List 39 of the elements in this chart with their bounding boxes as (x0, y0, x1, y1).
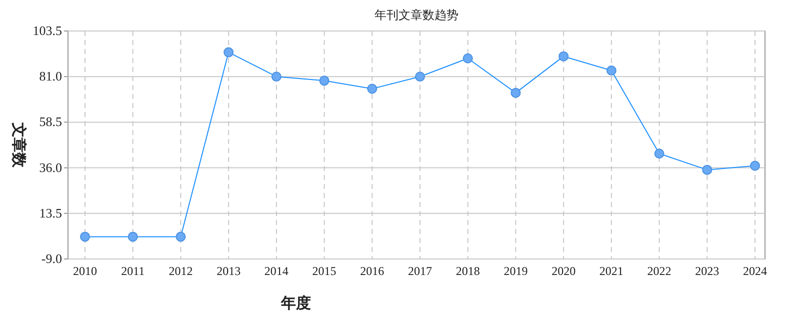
point (128, 232, 138, 242)
point (415, 72, 425, 82)
x-tick-label: 2012 (168, 264, 193, 278)
point (510, 88, 521, 98)
chart-title: 年刊文章数趋势 (374, 8, 458, 22)
point (80, 232, 90, 242)
x-tick-label: 2021 (599, 264, 624, 278)
point (224, 47, 234, 58)
x-tick-label: 2024 (743, 264, 767, 278)
x-tick-label: 2015 (312, 264, 336, 278)
point (606, 66, 616, 76)
x-tick-label: 2019 (504, 264, 528, 278)
point (654, 148, 664, 159)
x-tick-label: 2011 (121, 264, 145, 278)
x-tick-label: 2022 (647, 264, 672, 278)
y-tick-label: 103.5 (32, 23, 62, 38)
y-tick-label: 13.5 (39, 205, 62, 220)
x-tick-label: 2017 (408, 264, 432, 278)
point (176, 232, 186, 242)
x-axis-title: 年度 (280, 294, 311, 312)
x-tick-label: 2018 (456, 264, 480, 278)
point (750, 160, 760, 171)
y-tick-label: 36.0 (39, 160, 62, 175)
point (319, 76, 330, 86)
point (558, 51, 569, 62)
x-tick-label: 2020 (552, 264, 576, 278)
x-tick-label: 2010 (73, 264, 97, 278)
x-tick-label: 2013 (216, 264, 241, 278)
x-tick-label: 2016 (360, 264, 384, 278)
y-tick-label: 58.5 (39, 114, 62, 130)
point (462, 53, 473, 64)
point (702, 164, 712, 175)
y-tick-label: 81.0 (39, 68, 62, 84)
point (367, 84, 378, 94)
y-tick-label: -9.0 (41, 251, 62, 266)
y-axis-title: 文章数 (10, 122, 28, 168)
x-tick-label: 2023 (695, 264, 720, 278)
x-tick-label: 2014 (264, 264, 288, 278)
point (271, 72, 282, 82)
